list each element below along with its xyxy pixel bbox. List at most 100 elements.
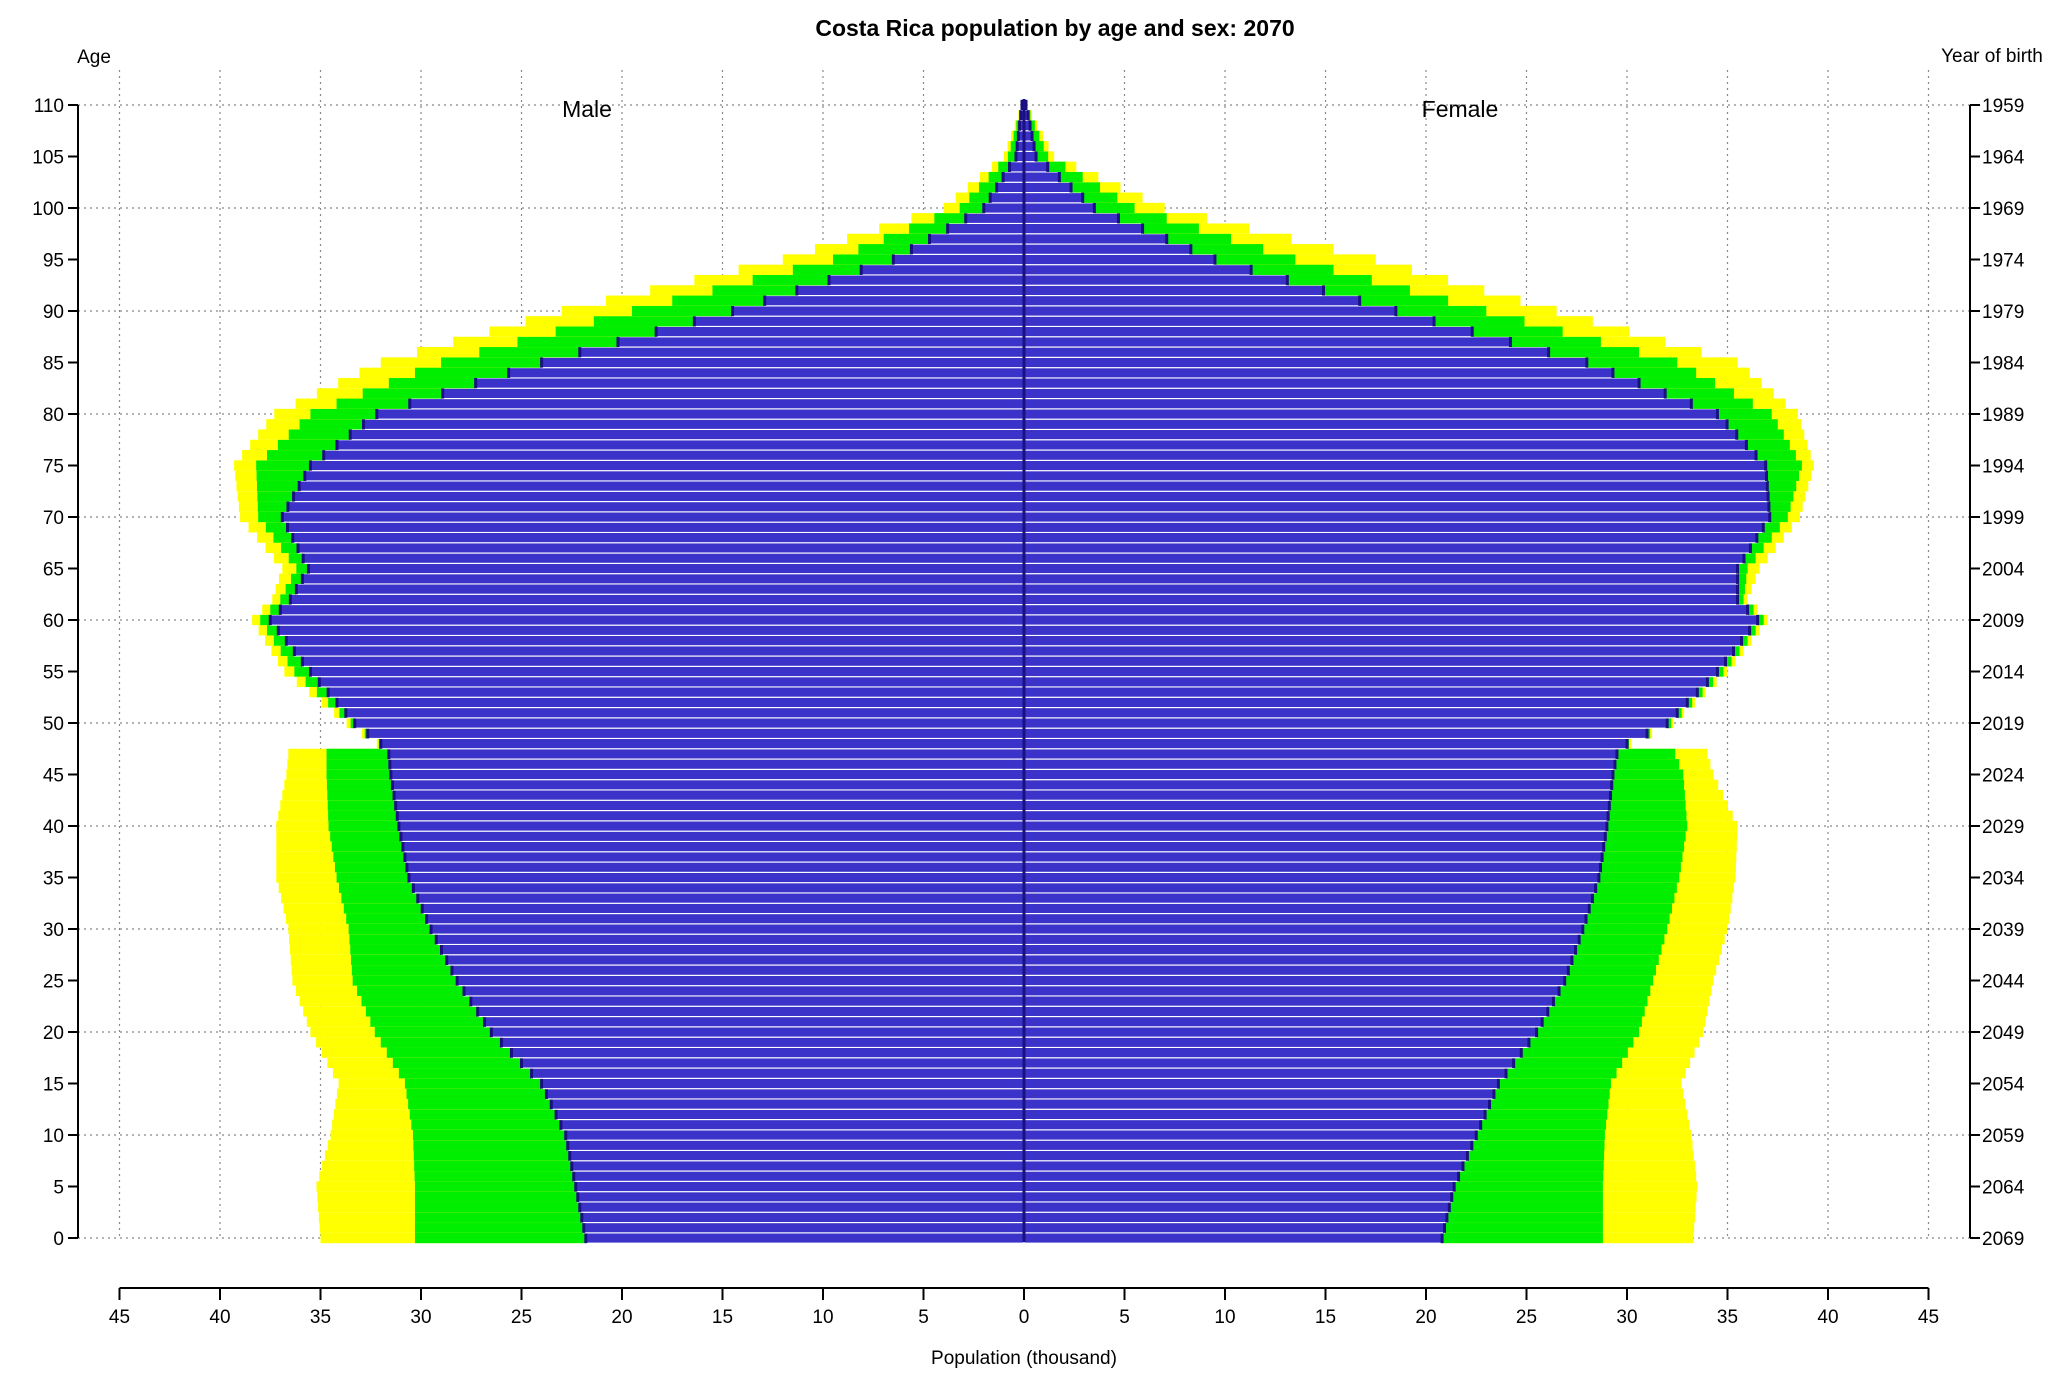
- female-median-bar-age-66: [1023, 552, 1745, 564]
- axes: 0510152025303540455055606570758085909510…: [32, 96, 2024, 1328]
- female-median-bar-age-3: [1023, 1201, 1450, 1213]
- female-median-bar-age-42: [1023, 799, 1610, 812]
- female-median-bar-age-48: [1023, 737, 1628, 750]
- female-median-bar-age-1: [1023, 1222, 1446, 1234]
- female-median-bar-age-27: [1023, 954, 1573, 966]
- male-median-bar-age-34: [412, 882, 1025, 894]
- female-median-bar-age-2: [1023, 1211, 1448, 1224]
- female-median-bar-age-57: [1023, 645, 1735, 657]
- male-median-bar-age-0: [585, 1232, 1025, 1244]
- female-band-80-age-6: [1319, 1171, 1604, 1182]
- male-median-bar-age-104: [1008, 161, 1025, 173]
- male-median-bar-age-103: [1002, 171, 1025, 183]
- female-band-80-age-65: [1731, 563, 1748, 574]
- male-band-80-age-1: [414, 1222, 734, 1233]
- male-median-bar-age-101: [989, 192, 1025, 204]
- female-median-bar-age-99: [1023, 212, 1120, 224]
- male-median-bar-age-84: [508, 367, 1025, 379]
- male-median-bar-age-42: [395, 799, 1025, 812]
- x-tick-label: 25: [1516, 1307, 1537, 1328]
- female-median-bar-age-45: [1023, 768, 1614, 781]
- female-median-bar-age-62: [1023, 593, 1739, 606]
- female-median-bar-age-47: [1023, 748, 1618, 760]
- female-median-bar-age-41: [1023, 809, 1609, 822]
- female-median-bar-age-23: [1023, 995, 1554, 1007]
- age-axis-label: Age: [77, 47, 111, 68]
- birth-year-tick-label: 2019: [1982, 714, 2024, 735]
- female-median-bar-age-4: [1023, 1191, 1453, 1203]
- female-band-80-age-70: [1757, 511, 1788, 523]
- male-median-bar-age-71: [287, 500, 1025, 513]
- birth-year-tick-label: 2039: [1982, 920, 2024, 941]
- female-median-bar-age-92: [1023, 284, 1325, 297]
- female-median-bar-age-104: [1023, 161, 1049, 173]
- female-median-bar-age-105: [1023, 150, 1037, 163]
- female-median-bar-age-106: [1023, 140, 1035, 152]
- male-median-bar-age-68: [292, 531, 1025, 544]
- male-median-bar-age-67: [297, 542, 1025, 554]
- male-band-80-age-12: [409, 1109, 693, 1120]
- male-median-bar-age-46: [389, 758, 1025, 770]
- birth-year-tick-label: 2029: [1982, 817, 2024, 838]
- male-median-bar-age-74: [304, 470, 1025, 482]
- x-tick-label: 35: [1717, 1307, 1738, 1328]
- male-band-95-age-48: [376, 738, 381, 749]
- male-median-bar-age-83: [475, 377, 1025, 389]
- birth-year-tick-label: 1994: [1982, 457, 2025, 478]
- age-tick-label: 5: [53, 1178, 64, 1199]
- female-median-bar-age-89: [1023, 315, 1435, 327]
- male-median-bar-age-62: [289, 593, 1025, 606]
- female-median-bar-age-71: [1023, 500, 1770, 513]
- female-median-bar-age-10: [1023, 1129, 1477, 1141]
- male-median-bar-age-96: [910, 243, 1025, 255]
- female-median-bar-age-13: [1023, 1098, 1491, 1110]
- female-median-bar-age-84: [1023, 367, 1614, 379]
- age-tick-label: 85: [43, 354, 64, 375]
- male-median-bar-age-50: [354, 717, 1025, 729]
- male-median-bar-age-100: [983, 202, 1025, 214]
- female-median-bar-age-101: [1023, 192, 1084, 204]
- male-median-bar-age-26: [451, 964, 1025, 976]
- male-median-bar-age-2: [581, 1211, 1025, 1224]
- age-tick-label: 90: [43, 302, 64, 323]
- male-band-80-age-54: [305, 676, 325, 687]
- male-median-bar-age-57: [293, 645, 1025, 657]
- female-median-bar-age-22: [1023, 1005, 1549, 1018]
- male-median-bar-age-21: [483, 1015, 1025, 1028]
- female-median-bar-age-30: [1023, 923, 1584, 935]
- male-median-bar-age-77: [336, 439, 1025, 451]
- male-median-bar-age-78: [349, 428, 1025, 441]
- male-median-bar-age-65: [307, 562, 1025, 575]
- x-tick-label: 45: [1918, 1307, 1939, 1328]
- male-median-bar-age-25: [456, 974, 1025, 987]
- female-median-bar-age-5: [1023, 1180, 1455, 1193]
- male-band-80-age-7: [414, 1160, 717, 1172]
- male-label: Male: [562, 96, 612, 122]
- female-median-bar-age-67: [1023, 542, 1751, 554]
- age-tick-label: 20: [43, 1023, 64, 1044]
- male-median-bar-age-98: [947, 222, 1025, 235]
- female-band-80-age-73: [1745, 480, 1797, 492]
- male-median-bar-age-13: [550, 1098, 1025, 1110]
- x-tick-label: 15: [1315, 1307, 1336, 1328]
- male-median-bar-age-92: [796, 284, 1025, 297]
- female-label: Female: [1422, 96, 1499, 122]
- female-median-bar-age-102: [1023, 181, 1072, 194]
- age-tick-label: 65: [43, 560, 64, 581]
- birth-year-tick-label: 2014: [1982, 663, 2025, 684]
- birth-year-tick-label: 2059: [1982, 1126, 2024, 1147]
- male-median-bar-age-81: [409, 397, 1025, 410]
- female-band-80-age-105: [1028, 151, 1049, 162]
- male-median-bar-age-90: [731, 305, 1025, 317]
- female-median-bar-age-6: [1023, 1170, 1460, 1182]
- birth-year-tick-label: 2004: [1982, 560, 2025, 581]
- male-median-bar-age-14: [545, 1088, 1025, 1100]
- x-tick-label: 30: [1616, 1307, 1637, 1328]
- female-median-bar-age-40: [1023, 820, 1608, 832]
- female-median-bar-age-72: [1023, 490, 1769, 503]
- female-median-bar-age-46: [1023, 758, 1616, 770]
- birth-year-tick-label: 1974: [1982, 251, 2025, 272]
- male-band-80-age-13: [408, 1098, 686, 1110]
- male-median-bar-age-27: [446, 954, 1025, 966]
